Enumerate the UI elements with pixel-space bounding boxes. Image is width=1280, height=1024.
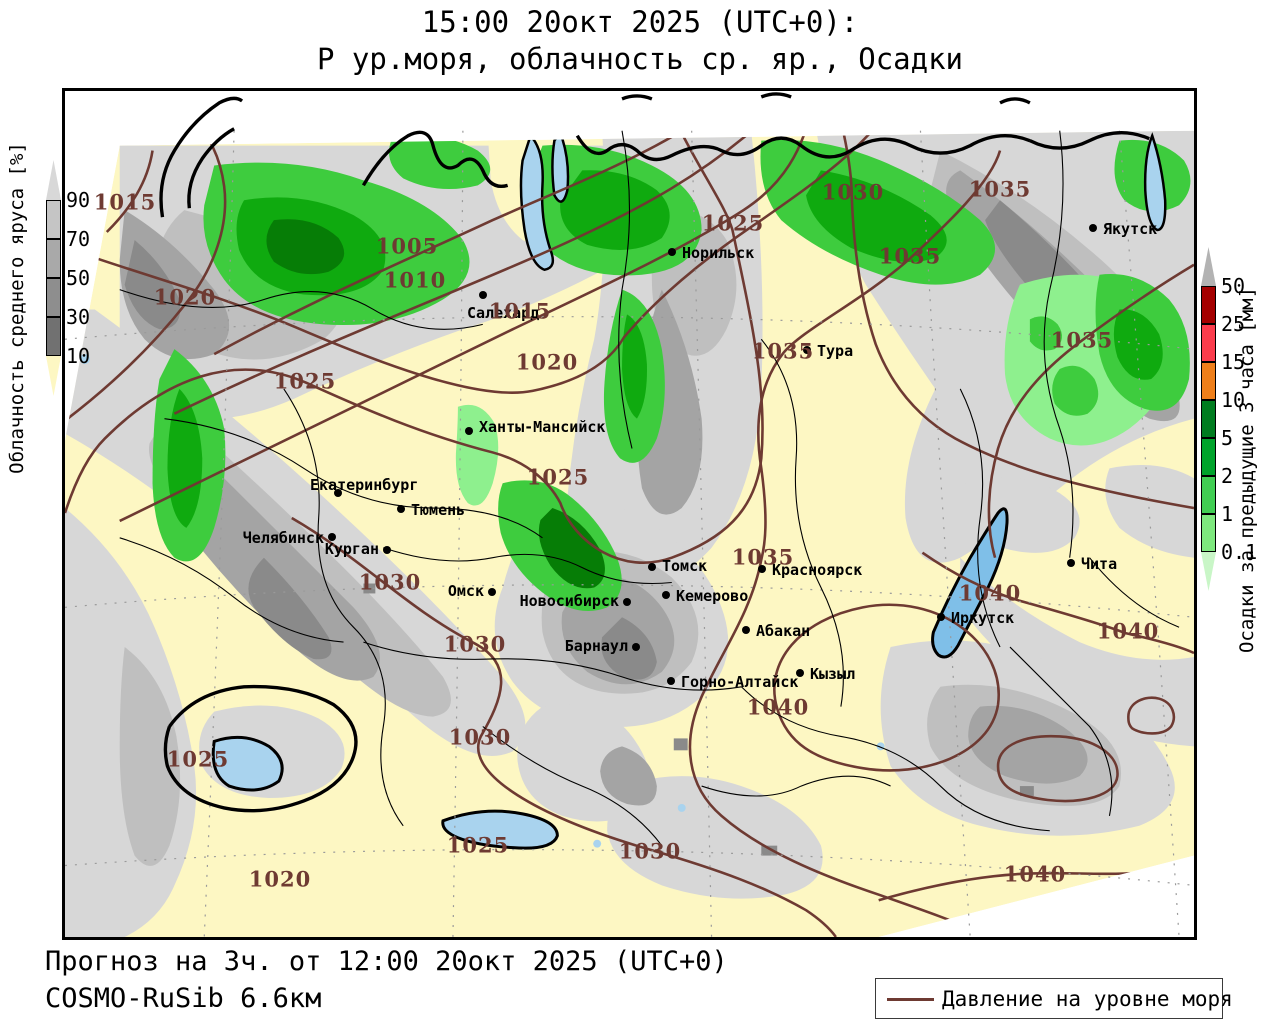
pressure-line-sample	[887, 998, 934, 1001]
colorbar-tick: 1	[1221, 502, 1234, 526]
colorbar-segment	[1201, 324, 1216, 362]
colorbar-segment	[1201, 362, 1216, 400]
cloudiness-colorbar-label: Облачность среднего яруса [%]	[6, 142, 28, 474]
colorbar-tick: 5	[1221, 426, 1234, 450]
isobars-layer	[65, 130, 1194, 937]
colorbar-tick: 10	[66, 344, 91, 368]
colorbar-tick: 2	[1221, 464, 1234, 488]
colorbar-segment	[1201, 438, 1216, 476]
colorbar-segment	[1201, 400, 1216, 438]
colorbar-tick: 90	[66, 188, 91, 212]
colorbar-segment	[46, 239, 61, 278]
model-domain	[65, 130, 1194, 937]
colorbar-tick: 30	[66, 305, 91, 329]
colorbar-tick: 50	[1221, 274, 1246, 298]
colorbar-tick: 25	[1221, 312, 1246, 336]
colorbar-segment	[46, 278, 61, 317]
pressure-legend: Давление на уровне моря	[875, 978, 1233, 1019]
colorbar-segment	[1201, 247, 1216, 286]
colorbar-tick: 15	[1221, 350, 1246, 374]
weather-map	[62, 88, 1197, 940]
colorbar-tick: 10	[1221, 388, 1246, 412]
colorbar-segment	[46, 200, 61, 239]
precip-layer-darkest	[266, 219, 605, 589]
forecast-info: Прогноз на 3ч. от 12:00 20окт 2025 (UTC+…	[45, 946, 728, 977]
map-canvas	[65, 92, 1194, 937]
map-title-datetime: 15:00 20окт 2025 (UTC+0):	[421, 5, 859, 39]
colorbar-tick: 70	[66, 227, 91, 251]
coastlines	[159, 92, 1150, 813]
colorbar-segment	[1201, 514, 1216, 552]
colorbar-segment	[1201, 552, 1216, 591]
admin-borders	[119, 130, 1180, 846]
model-info: COSMO-RuSib 6.6км	[45, 983, 322, 1014]
colorbar-segment	[46, 160, 61, 200]
colorbar-segment	[46, 317, 61, 356]
precipitation-colorbar-label: Осадки за предыдущие 3 часа [мм]	[1236, 286, 1258, 654]
colorbar-segment	[1201, 286, 1216, 324]
colorbar-tick: 0.1	[1221, 540, 1258, 564]
colorbar-segment	[46, 356, 61, 396]
pressure-legend-label: Давление на уровне моря	[942, 987, 1233, 1011]
colorbar-tick: 50	[66, 266, 91, 290]
map-title-fields: Р ур.моря, облачность ср. яр., Осадки	[316, 42, 963, 76]
colorbar-segment	[1201, 476, 1216, 514]
